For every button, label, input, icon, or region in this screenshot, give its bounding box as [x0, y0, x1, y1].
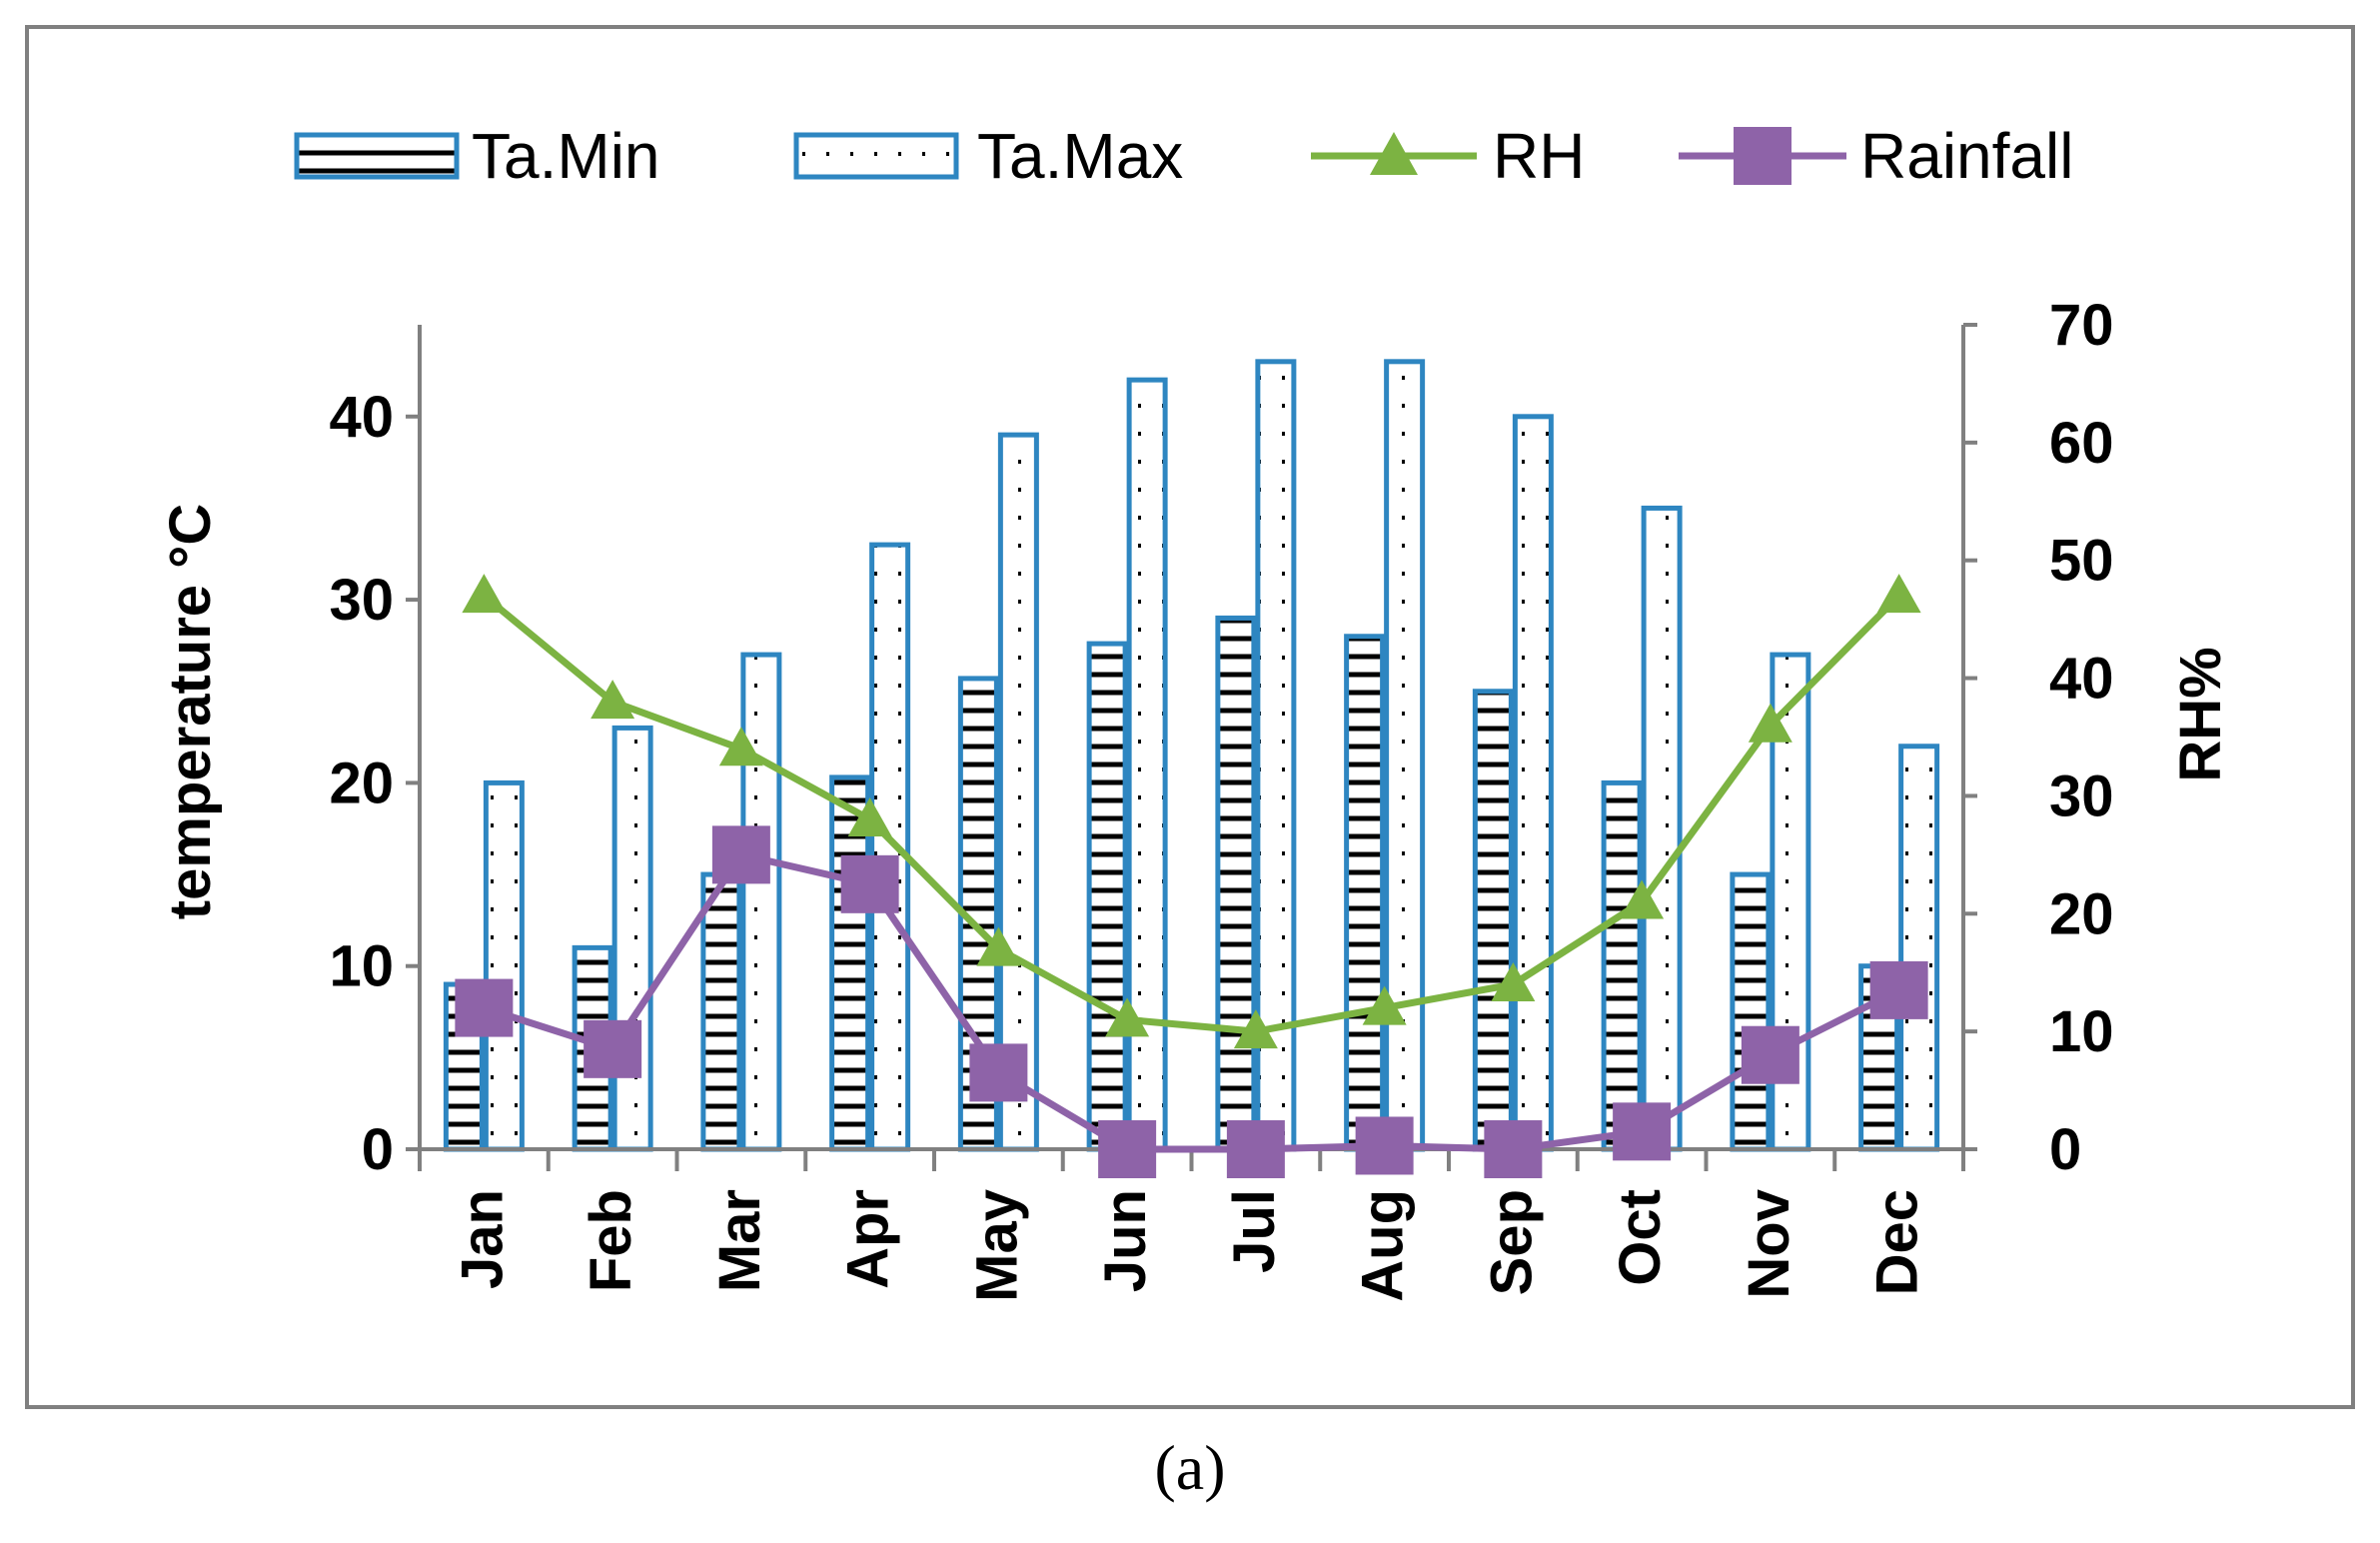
- legend-marker-rainfall: [1734, 127, 1791, 185]
- legend-swatch-ta-max: [793, 132, 959, 180]
- marker-rh-apr: [847, 797, 892, 836]
- marker-rainfall-jan: [455, 978, 514, 1037]
- bar-ta-max-feb: [611, 725, 653, 1152]
- marker-rh-jul: [1233, 1009, 1278, 1049]
- bar-ta-max-dec: [1898, 744, 1940, 1152]
- y-left-tick-label: 40: [329, 385, 394, 450]
- marker-rainfall-dec: [1869, 960, 1928, 1019]
- y-right-tick-label: 60: [2049, 411, 2114, 476]
- x-tick-label-mar: Mar: [707, 1189, 772, 1292]
- lines-group: [455, 574, 1928, 1178]
- legend-swatch-ta-min: [294, 132, 460, 180]
- y-axis-right-title: RH%: [2168, 647, 2233, 781]
- bar-ta-max-aug: [1384, 359, 1426, 1152]
- marker-rh-may: [976, 926, 1021, 966]
- marker-rainfall-sep: [1484, 1120, 1543, 1178]
- line-rh: [482, 593, 1902, 1035]
- legend-label-ta-max: Ta.Max: [977, 120, 1183, 192]
- marker-rainfall-aug: [1355, 1116, 1414, 1175]
- bar-ta-min-jun: [1086, 641, 1128, 1152]
- marker-rh-jun: [1105, 997, 1150, 1037]
- y-right-tick-label: 20: [2049, 881, 2114, 946]
- bar-ta-min-sep: [1472, 689, 1514, 1152]
- marker-rainfall-oct: [1613, 1102, 1672, 1161]
- y-right-tick-label: 30: [2049, 764, 2114, 828]
- legend-label-ta-min: Ta.Min: [472, 120, 660, 192]
- y-right-tick-label: 40: [2049, 647, 2114, 712]
- legend-label-rainfall: Rainfall: [1860, 120, 2073, 192]
- marker-rainfall-jul: [1226, 1120, 1285, 1178]
- marker-rainfall-apr: [840, 854, 899, 913]
- x-tick-label-jan: Jan: [450, 1189, 515, 1289]
- marker-rh-sep: [1491, 962, 1536, 1001]
- bar-ta-max-jan: [483, 779, 525, 1152]
- bar-ta-max-oct: [1641, 505, 1683, 1152]
- marker-rainfall-may: [969, 1043, 1028, 1102]
- y-left-tick-label: 0: [362, 1117, 394, 1182]
- y-right-tick-label: 50: [2049, 529, 2114, 594]
- marker-rainfall-jun: [1098, 1120, 1157, 1178]
- bar-ta-max-jul: [1255, 359, 1297, 1152]
- marker-rh-aug: [1362, 985, 1407, 1025]
- y-right-tick-label: 10: [2049, 999, 2114, 1064]
- x-tick-label-jun: Jun: [1093, 1189, 1158, 1292]
- y-left-tick-label: 20: [329, 751, 394, 815]
- x-tick-label-may: May: [964, 1189, 1029, 1302]
- figure-caption: (a): [1154, 1432, 1225, 1503]
- legend-marker-rh: [1370, 132, 1418, 175]
- bar-ta-min-jul: [1215, 615, 1257, 1152]
- x-tick-label-dec: Dec: [1865, 1189, 1930, 1295]
- axes-group: 0 10 20 30 40 0 10 20 30 40 50 60 70 Jan Feb Mar Apr May J…: [329, 293, 2113, 1302]
- marker-rainfall-mar: [711, 825, 770, 884]
- y-left-tick-label: 30: [329, 568, 394, 633]
- y-right-tick-label: 70: [2049, 293, 2114, 358]
- marker-rh-feb: [591, 680, 635, 720]
- marker-rh-nov: [1748, 703, 1792, 743]
- chart-frame: [25, 25, 2355, 1409]
- bar-ta-max-apr: [869, 542, 911, 1152]
- marker-rh-jan: [462, 574, 507, 614]
- y-axis-left-title: temperature °C: [158, 504, 223, 919]
- bar-ta-max-sep: [1512, 414, 1554, 1152]
- marker-rh-dec: [1876, 574, 1921, 614]
- marker-rh-mar: [718, 727, 763, 767]
- marker-rainfall-feb: [584, 1019, 642, 1078]
- bar-ta-max-may: [997, 432, 1039, 1152]
- x-tick-label-sep: Sep: [1479, 1189, 1544, 1295]
- x-tick-label-nov: Nov: [1737, 1189, 1801, 1299]
- x-tick-label-feb: Feb: [579, 1189, 643, 1292]
- x-tick-label-aug: Aug: [1351, 1189, 1416, 1302]
- y-left-tick-label: 10: [329, 934, 394, 999]
- legend-label-rh: RH: [1493, 120, 1585, 192]
- bar-ta-min-nov: [1730, 871, 1772, 1152]
- bar-ta-min-aug: [1344, 634, 1386, 1152]
- legend: Ta.Min Ta.Max RH Rainfall: [294, 120, 2073, 192]
- x-tick-label-apr: Apr: [836, 1189, 901, 1289]
- x-tick-label-oct: Oct: [1608, 1189, 1673, 1286]
- bar-ta-min-oct: [1601, 779, 1643, 1152]
- bar-ta-min-mar: [700, 871, 742, 1152]
- y-right-tick-label: 0: [2049, 1117, 2081, 1182]
- marker-rh-oct: [1620, 879, 1665, 919]
- x-tick-label-jul: Jul: [1222, 1189, 1287, 1273]
- marker-rainfall-nov: [1741, 1025, 1799, 1084]
- bar-ta-max-mar: [740, 652, 782, 1152]
